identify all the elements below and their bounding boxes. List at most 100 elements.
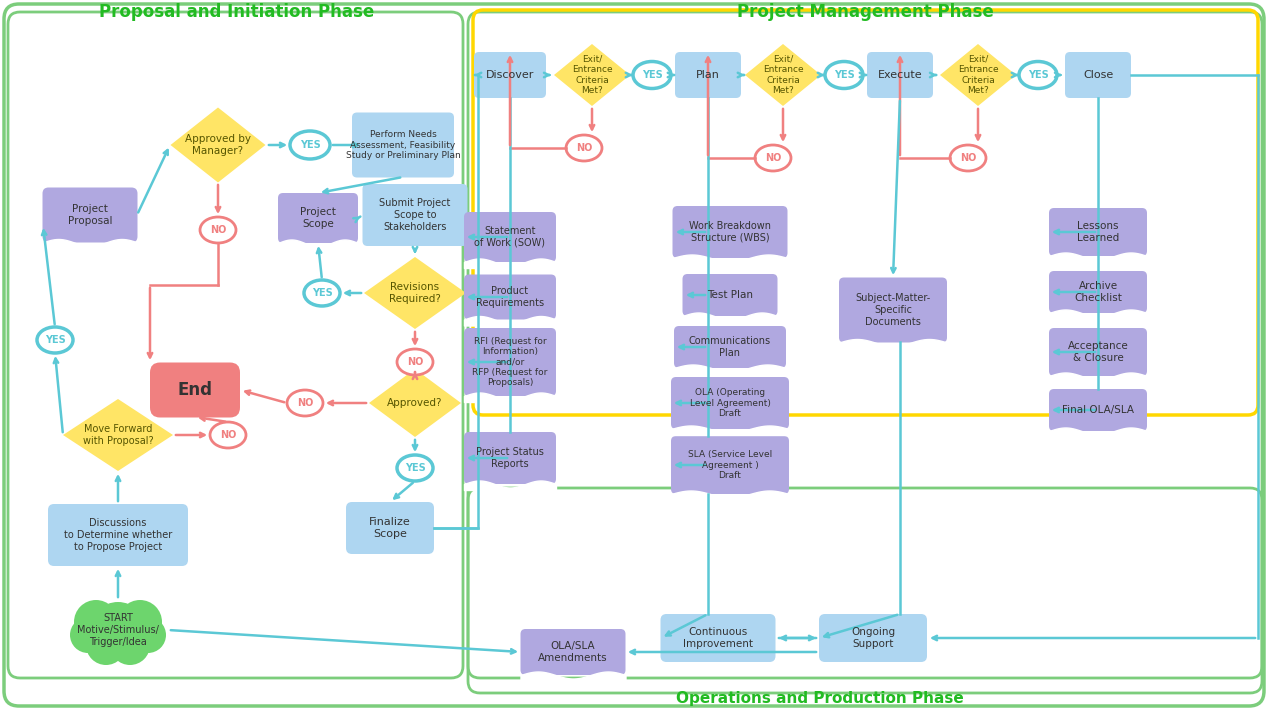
FancyBboxPatch shape bbox=[278, 193, 358, 243]
Ellipse shape bbox=[825, 62, 864, 89]
FancyBboxPatch shape bbox=[150, 363, 240, 417]
Ellipse shape bbox=[210, 422, 246, 448]
FancyBboxPatch shape bbox=[671, 436, 789, 494]
FancyBboxPatch shape bbox=[346, 502, 434, 554]
Ellipse shape bbox=[950, 145, 987, 171]
Text: YES: YES bbox=[642, 70, 662, 80]
Circle shape bbox=[90, 602, 146, 658]
Ellipse shape bbox=[200, 217, 236, 243]
FancyBboxPatch shape bbox=[1049, 389, 1148, 431]
Text: Acceptance
& Closure: Acceptance & Closure bbox=[1068, 342, 1129, 363]
Polygon shape bbox=[554, 44, 630, 106]
Text: Statement
of Work (SOW): Statement of Work (SOW) bbox=[474, 226, 545, 248]
Text: Discussions
to Determine whether
to Propose Project: Discussions to Determine whether to Prop… bbox=[63, 518, 172, 552]
Ellipse shape bbox=[566, 135, 602, 161]
FancyBboxPatch shape bbox=[1049, 208, 1148, 256]
FancyBboxPatch shape bbox=[682, 274, 777, 316]
FancyBboxPatch shape bbox=[363, 184, 468, 246]
FancyBboxPatch shape bbox=[675, 52, 741, 98]
Text: Test Plan: Test Plan bbox=[708, 290, 753, 300]
Polygon shape bbox=[170, 107, 265, 182]
Ellipse shape bbox=[287, 390, 323, 416]
FancyBboxPatch shape bbox=[464, 275, 555, 320]
Circle shape bbox=[86, 625, 126, 665]
Text: Ongoing
Support: Ongoing Support bbox=[851, 627, 895, 649]
Text: Plan: Plan bbox=[696, 70, 720, 80]
Text: End: End bbox=[178, 381, 213, 399]
Text: Proposal and Initiation Phase: Proposal and Initiation Phase bbox=[99, 3, 374, 21]
Text: Finalize
Scope: Finalize Scope bbox=[369, 517, 411, 539]
Text: OLA/SLA
Amendments: OLA/SLA Amendments bbox=[538, 641, 607, 663]
Text: YES: YES bbox=[833, 70, 855, 80]
Text: Move Forward
with Proposal?: Move Forward with Proposal? bbox=[82, 424, 153, 446]
Text: YES: YES bbox=[44, 335, 66, 345]
Polygon shape bbox=[940, 44, 1016, 106]
FancyBboxPatch shape bbox=[474, 52, 547, 98]
Text: SLA (Service Level
Agreement )
Draft: SLA (Service Level Agreement ) Draft bbox=[687, 450, 772, 480]
Text: Approved?: Approved? bbox=[387, 398, 443, 408]
FancyBboxPatch shape bbox=[675, 326, 786, 368]
Ellipse shape bbox=[37, 327, 74, 353]
Text: NO: NO bbox=[407, 357, 424, 367]
Text: NO: NO bbox=[297, 398, 313, 408]
Text: Execute: Execute bbox=[877, 70, 922, 80]
Text: Revisions
Required?: Revisions Required? bbox=[389, 282, 441, 304]
FancyBboxPatch shape bbox=[353, 112, 454, 178]
Circle shape bbox=[131, 617, 166, 653]
Text: Perform Needs
Assessment, Feasibility
Study or Preliminary Plan: Perform Needs Assessment, Feasibility St… bbox=[346, 130, 460, 160]
Text: Work Breakdown
Structure (WBS): Work Breakdown Structure (WBS) bbox=[689, 222, 771, 243]
Text: Exit/
Entrance
Criteria
Met?: Exit/ Entrance Criteria Met? bbox=[762, 55, 804, 95]
FancyBboxPatch shape bbox=[1049, 271, 1148, 313]
Text: NO: NO bbox=[209, 225, 226, 235]
Text: Continuous
Improvement: Continuous Improvement bbox=[683, 627, 753, 649]
FancyBboxPatch shape bbox=[464, 328, 555, 396]
FancyBboxPatch shape bbox=[661, 614, 776, 662]
FancyBboxPatch shape bbox=[48, 504, 188, 566]
Polygon shape bbox=[364, 257, 467, 329]
Text: NO: NO bbox=[576, 143, 592, 153]
Polygon shape bbox=[746, 44, 820, 106]
FancyBboxPatch shape bbox=[867, 52, 933, 98]
Text: Lessons
Learned: Lessons Learned bbox=[1077, 222, 1120, 243]
Text: Archive
Checklist: Archive Checklist bbox=[1074, 281, 1122, 302]
Polygon shape bbox=[63, 399, 172, 471]
Text: Project Management Phase: Project Management Phase bbox=[737, 3, 993, 21]
Text: START
Motive/Stimulus/
Trigger/Idea: START Motive/Stimulus/ Trigger/Idea bbox=[77, 613, 158, 647]
Text: Exit/
Entrance
Criteria
Met?: Exit/ Entrance Criteria Met? bbox=[572, 55, 612, 95]
Text: Subject-Matter-
Specific
Documents: Subject-Matter- Specific Documents bbox=[856, 293, 931, 327]
Ellipse shape bbox=[290, 131, 330, 159]
Ellipse shape bbox=[397, 349, 432, 375]
FancyBboxPatch shape bbox=[1065, 52, 1131, 98]
FancyBboxPatch shape bbox=[464, 432, 555, 484]
Ellipse shape bbox=[754, 145, 791, 171]
FancyBboxPatch shape bbox=[520, 629, 625, 675]
Text: Project
Scope: Project Scope bbox=[301, 207, 336, 229]
Text: Final OLA/SLA: Final OLA/SLA bbox=[1063, 405, 1134, 415]
Text: Approved by
Manager?: Approved by Manager? bbox=[185, 134, 251, 155]
Text: NO: NO bbox=[219, 430, 236, 440]
Ellipse shape bbox=[633, 62, 671, 89]
FancyBboxPatch shape bbox=[839, 278, 947, 342]
Text: RFI (Request for
Information)
and/or
RFP (Request for
Proposals): RFI (Request for Information) and/or RFP… bbox=[472, 337, 548, 387]
Circle shape bbox=[70, 617, 107, 653]
Ellipse shape bbox=[304, 280, 340, 306]
FancyBboxPatch shape bbox=[671, 377, 789, 429]
Text: Submit Project
Scope to
Stakeholders: Submit Project Scope to Stakeholders bbox=[379, 198, 450, 231]
Text: Product
Requirements: Product Requirements bbox=[476, 286, 544, 308]
Text: Operations and Production Phase: Operations and Production Phase bbox=[676, 691, 964, 706]
Text: Close: Close bbox=[1083, 70, 1113, 80]
Text: NO: NO bbox=[765, 153, 781, 163]
Text: NO: NO bbox=[960, 153, 976, 163]
Text: Communications
Plan: Communications Plan bbox=[689, 337, 771, 358]
Text: Project Status
Reports: Project Status Reports bbox=[476, 447, 544, 469]
Circle shape bbox=[110, 625, 150, 665]
FancyBboxPatch shape bbox=[819, 614, 927, 662]
Circle shape bbox=[118, 600, 162, 644]
Text: OLA (Operating
Level Agreement)
Draft: OLA (Operating Level Agreement) Draft bbox=[690, 388, 771, 418]
Text: Project
Proposal: Project Proposal bbox=[67, 204, 113, 226]
Ellipse shape bbox=[1019, 62, 1058, 89]
FancyBboxPatch shape bbox=[1049, 328, 1148, 376]
Text: Discover: Discover bbox=[486, 70, 534, 80]
FancyBboxPatch shape bbox=[464, 212, 555, 262]
FancyBboxPatch shape bbox=[43, 187, 137, 243]
